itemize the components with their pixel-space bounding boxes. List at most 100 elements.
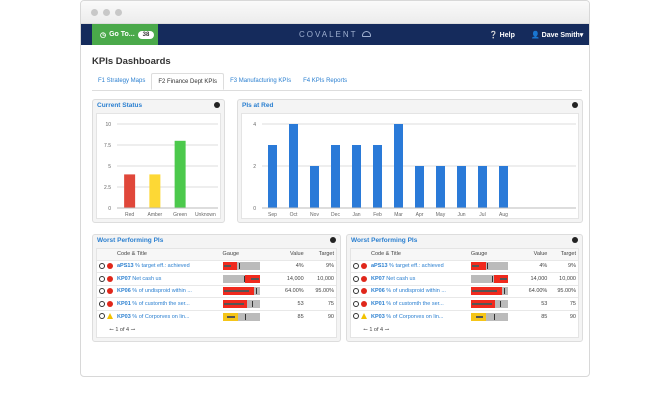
pi-link[interactable]: KP03 % of Corporves on lin... [369, 309, 469, 323]
pi-code: KP03 [117, 313, 131, 320]
info-icon[interactable] [572, 102, 578, 108]
drill-icon[interactable] [99, 288, 105, 295]
prev-page-icon[interactable]: 🠐 [109, 326, 114, 333]
drill-icon[interactable] [99, 300, 105, 307]
pi-title: Net cash us [132, 275, 162, 282]
next-page-icon[interactable]: 🠒 [384, 326, 390, 333]
drill-icon[interactable] [99, 275, 105, 282]
gauge [470, 262, 508, 271]
pi-link[interactable]: aPS13 % target eff.: achieved [115, 259, 221, 273]
pi-link[interactable]: KP01 % of customth the ser... [115, 297, 221, 310]
gauge-target-marker [239, 263, 241, 270]
table-row[interactable]: KP01 % of customth the ser... 53 75 [97, 297, 336, 310]
table-row[interactable]: aPS13 % target eff.: achieved 4% 9% [351, 259, 578, 273]
target-cell: 9% [305, 259, 336, 273]
gauge-target-marker [487, 263, 489, 270]
pi-link[interactable]: KP07 Net cash us [115, 272, 221, 285]
table-row[interactable]: KP07 Net cash us 14,000 10,000 [97, 272, 336, 285]
drill-icon[interactable] [353, 288, 359, 295]
pi-link[interactable]: KP03 % of Corporves on lin... [115, 309, 221, 323]
pi-link[interactable]: KP06 % of undisproid within ... [115, 284, 221, 298]
drill-icon[interactable] [99, 263, 105, 270]
covalent-logo: COVALENT [299, 30, 371, 39]
gauge-actual [471, 290, 498, 293]
user-menu[interactable]: 👤 Dave Smith▾ [531, 31, 583, 39]
gauge-actual [471, 265, 480, 268]
bar-jan [352, 145, 361, 208]
gauge-target-marker [504, 288, 506, 295]
table-row[interactable]: KP06 % of undisproid within ... 64.00% 9… [97, 284, 336, 298]
gauge [470, 312, 508, 321]
status-red-icon [106, 275, 113, 282]
worst-pis-table: Code & Title Gauge Value Target aPS13 % … [97, 249, 336, 323]
x-tick-label: Jun [457, 212, 465, 218]
tab-f1[interactable]: F1 Strategy Maps [98, 78, 146, 84]
gauge-actual [499, 277, 508, 280]
table-row[interactable]: aPS13 % target eff.: achieved 4% 9% [97, 259, 336, 273]
pi-link[interactable]: KP06 % of undisproid within ... [369, 284, 469, 298]
bar-aug [499, 166, 508, 208]
drill-icon[interactable] [99, 313, 105, 320]
col-icons [351, 249, 369, 260]
gauge-target-marker [252, 300, 254, 307]
pi-title: % target eff.: achieved [135, 263, 190, 270]
gauge-actual [251, 277, 259, 280]
browser-window: ◷ Go To... 38 COVALENT ❔ Help 👤 Dave Smi… [80, 0, 590, 377]
value-cell: 14,000 [275, 272, 306, 285]
col-icons [97, 249, 115, 260]
y-tick-label: 5 [108, 164, 111, 170]
table-row[interactable]: KP03 % of Corporves on lin... 85 90 [97, 309, 336, 323]
gauge [222, 312, 260, 321]
pi-code: aPS13 [117, 263, 134, 270]
pi-title: % of Corporves on lin... [386, 313, 444, 320]
col-header: Gauge [468, 249, 521, 260]
table-row[interactable]: KP03 % of Corporves on lin... 85 90 [351, 309, 578, 323]
pi-link[interactable]: aPS13 % target eff.: achieved [369, 259, 469, 273]
pis-at-red-chart: 0 2 4 Sep Oct Nov Dec Jan Feb Mar Apr May Jun Jul Aug [253, 122, 576, 218]
bar-mar [394, 124, 403, 208]
pi-code: KP07 [117, 275, 131, 282]
x-tick-label: Sep [268, 212, 277, 218]
col-header: Target [305, 249, 336, 260]
logo-text: COVALENT [299, 30, 358, 39]
y-tick-label: 2 [253, 164, 256, 170]
info-icon[interactable] [572, 237, 578, 243]
target-cell: 10,000 [305, 272, 336, 285]
worst-performing-panel-2: Worst Performing PIs Code & Title Gauge … [346, 234, 583, 342]
page-title: KPIs Dashboards [92, 56, 171, 67]
info-icon[interactable] [330, 237, 336, 243]
col-header: Target [549, 249, 578, 260]
goto-button[interactable]: ◷ Go To... 38 [92, 24, 158, 45]
drill-icon[interactable] [353, 263, 359, 270]
next-page-icon[interactable]: 🠒 [130, 326, 136, 333]
gauge [470, 299, 508, 308]
drill-icon[interactable] [353, 300, 359, 307]
tab-f2[interactable]: F2 Finance Dept KPIs [151, 73, 225, 90]
x-tick-label: Aug [499, 212, 508, 218]
x-tick-label: Oct [290, 212, 298, 218]
tab-f4[interactable]: F4 KPIs Reports [303, 78, 348, 84]
gauge-actual [223, 290, 249, 293]
value-cell: 85 [520, 309, 550, 323]
pager: 🠐 1 of 4 🠒 [97, 323, 336, 338]
y-tick-label: 2.5 [104, 185, 111, 191]
x-tick-label: Amber [148, 212, 163, 218]
pi-title: Net cash us [386, 275, 416, 282]
prev-page-icon[interactable]: 🠐 [363, 326, 368, 333]
drill-icon[interactable] [353, 275, 359, 282]
help-button[interactable]: ❔ Help [489, 31, 515, 39]
goto-label: Go To... [109, 31, 135, 38]
pi-code: aPS13 [371, 263, 388, 270]
table-row[interactable]: KP07 Net cash us 14,000 10,000 [351, 272, 578, 285]
drill-icon[interactable] [353, 313, 359, 320]
table-row[interactable]: KP01 % of customth the ser... 53 75 [351, 297, 578, 310]
pi-link[interactable]: KP07 Net cash us [369, 272, 469, 285]
pi-code: KP01 [371, 300, 385, 307]
table-row[interactable]: KP06 % of undisproid within ... 64.00% 9… [351, 284, 578, 298]
pi-link[interactable]: KP01 % of customth the ser... [369, 297, 469, 310]
info-icon[interactable] [214, 102, 220, 108]
target-cell: 75 [549, 297, 578, 310]
tab-f3[interactable]: F3 Manufacturing KPIs [230, 78, 292, 84]
x-tick-label: Dec [331, 212, 340, 218]
y-tick-label: 7.5 [104, 143, 111, 149]
